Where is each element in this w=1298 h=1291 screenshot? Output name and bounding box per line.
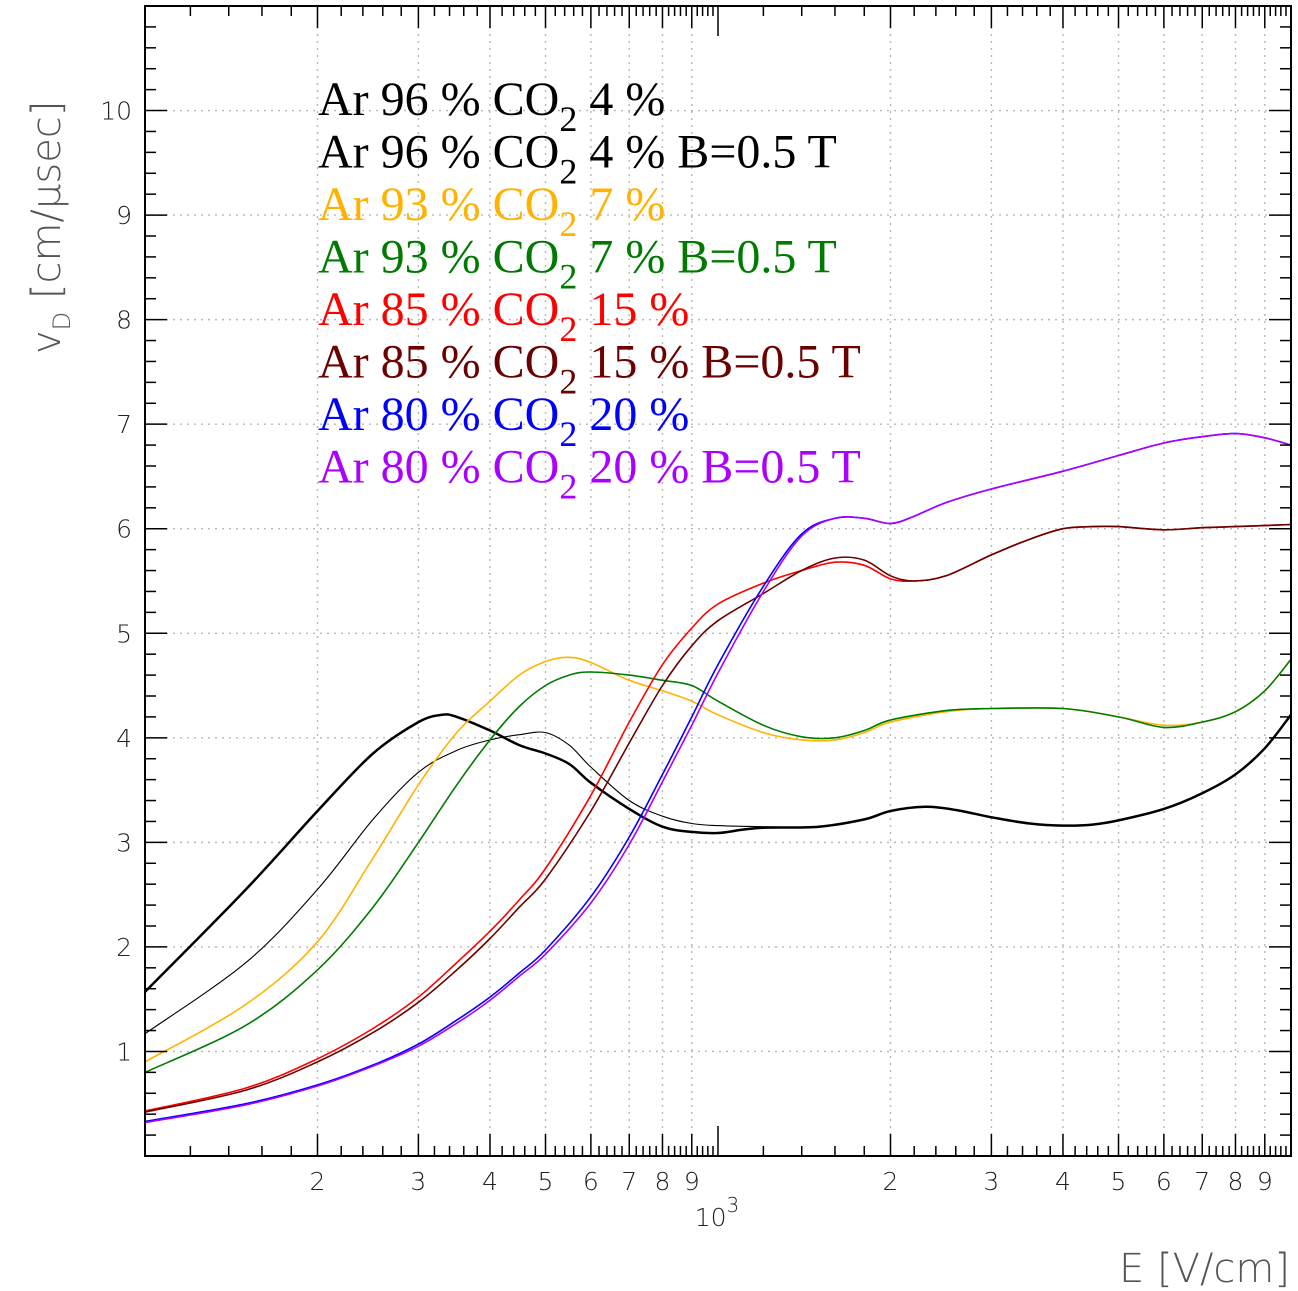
y-tick-label: 6 bbox=[116, 515, 132, 544]
axis-ticks bbox=[145, 6, 1291, 1156]
y-tick-label: 7 bbox=[116, 410, 132, 439]
y-tick-label: 8 bbox=[116, 306, 132, 335]
y-tick-label: 3 bbox=[116, 828, 132, 857]
y-tick-label: 10 bbox=[100, 97, 132, 126]
x-tick-label: 7 bbox=[1194, 1167, 1210, 1196]
series-line-2 bbox=[144, 714, 1292, 1035]
x-tick-label: 2 bbox=[310, 1167, 326, 1196]
x-tick-label: 5 bbox=[538, 1167, 554, 1196]
y-tick-label: 4 bbox=[116, 724, 132, 753]
legend-entry-4: Ar 93 % CO2 7 % B=0.5 T bbox=[318, 231, 837, 297]
x-tick-label: 4 bbox=[1055, 1167, 1071, 1196]
legend-entry-7: Ar 80 % CO2 20 % bbox=[318, 388, 689, 454]
series-line-5 bbox=[144, 523, 1292, 1112]
x-tick-label: 9 bbox=[1257, 1167, 1273, 1196]
legend: Ar 96 % CO2 4 %Ar 96 % CO2 4 % B=0.5 TAr… bbox=[318, 73, 861, 507]
series-line-6 bbox=[144, 523, 1292, 1113]
x-tick-label: 7 bbox=[621, 1167, 637, 1196]
x-tick-label: 4 bbox=[482, 1167, 498, 1196]
legend-entry-6: Ar 85 % CO2 15 % B=0.5 T bbox=[318, 336, 861, 402]
y-tick-label: 9 bbox=[116, 201, 132, 230]
y-tick-labels: 1 2 3 4 5 6 7 8 9 10 bbox=[100, 97, 132, 1067]
x-tick-label: 8 bbox=[1228, 1167, 1244, 1196]
legend-entry-1: Ar 96 % CO2 4 % bbox=[318, 73, 665, 139]
x-tick-label: 2 bbox=[883, 1167, 899, 1196]
x-tick-label: 3 bbox=[410, 1167, 426, 1196]
x-tick-label: 3 bbox=[983, 1167, 999, 1196]
legend-entry-3: Ar 93 % CO2 7 % bbox=[318, 178, 665, 244]
x-tick-label: 8 bbox=[655, 1167, 671, 1196]
x-axis-title: E [V/cm] bbox=[1119, 1246, 1290, 1291]
x-decade-label: 103 bbox=[695, 1193, 740, 1232]
x-tick-label: 6 bbox=[1156, 1167, 1172, 1196]
x-tick-label: 5 bbox=[1111, 1167, 1127, 1196]
series-lines bbox=[144, 432, 1292, 1124]
legend-entry-2: Ar 96 % CO2 4 % B=0.5 T bbox=[318, 126, 837, 192]
y-tick-label: 5 bbox=[116, 619, 132, 648]
y-axis-title: vD [cm/μsec] bbox=[24, 101, 76, 354]
x-tick-label: 6 bbox=[583, 1167, 599, 1196]
y-tick-label: 1 bbox=[116, 1037, 132, 1066]
series-line-8 bbox=[144, 432, 1292, 1124]
grid bbox=[145, 6, 1291, 1156]
legend-entry-8: Ar 80 % CO2 20 % B=0.5 T bbox=[318, 441, 861, 507]
y-tick-label: 2 bbox=[116, 933, 132, 962]
legend-entry-5: Ar 85 % CO2 15 % bbox=[318, 283, 689, 349]
x-tick-label: 9 bbox=[684, 1167, 700, 1196]
